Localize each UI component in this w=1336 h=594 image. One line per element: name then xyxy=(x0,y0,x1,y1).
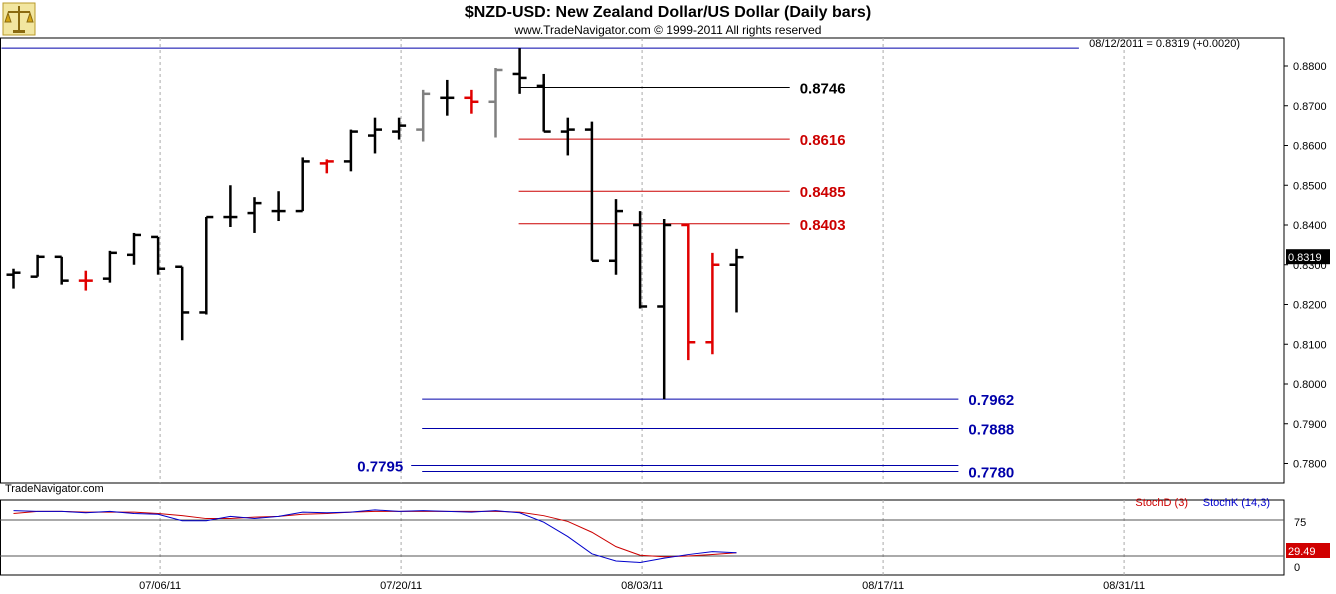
price-level-label: 0.8403 xyxy=(800,217,846,234)
grid xyxy=(0,37,1285,576)
ohlc-bar xyxy=(633,211,648,309)
stochastic-panel: StochD (3) StochK (14,3) 75 0 29.49 xyxy=(0,497,1330,574)
chart-subtitle: www.TradeNavigator.com © 1999-2011 All r… xyxy=(514,23,822,37)
ohlc-bar xyxy=(440,79,455,116)
y-tick-label: 0.8000 xyxy=(1293,379,1327,391)
chart-title: $NZD-USD: New Zealand Dollar/US Dollar (… xyxy=(465,4,871,21)
ohlc-bar xyxy=(584,121,599,263)
price-level-label: 0.7795 xyxy=(357,458,403,475)
ohlc-bar xyxy=(512,48,527,94)
y-tick-label: 0.8600 xyxy=(1293,141,1327,153)
last-price-label: 0.8319 xyxy=(1288,252,1322,264)
x-tick-label: 08/31/11 xyxy=(1103,580,1145,592)
stoch-legend-label: StochD (3) xyxy=(1135,497,1188,509)
stoch-legend-label: StochK (14,3) xyxy=(1203,497,1270,509)
ohlc-bar xyxy=(416,89,431,142)
price-level-label: 0.7962 xyxy=(968,392,1014,409)
price-level-label: 0.7780 xyxy=(968,464,1014,481)
ohlc-bar xyxy=(78,270,93,291)
ohlc-bar xyxy=(729,248,744,313)
watermark: TradeNavigator.com xyxy=(5,483,104,495)
quote-readout: 08/12/2011 = 0.8319 (+0.0020) xyxy=(1089,38,1240,50)
stoch-line xyxy=(13,510,737,558)
price-levels: 0.88450.87460.86160.84850.84030.79620.78… xyxy=(1,47,1079,481)
ohlc-bar xyxy=(536,73,551,133)
ohlc-bar xyxy=(464,89,479,114)
ohlc-bar xyxy=(368,117,382,154)
ohlc-bar xyxy=(271,191,286,222)
x-tick-label: 07/06/11 xyxy=(139,580,181,592)
ohlc-bar xyxy=(199,215,214,315)
price-level-label: 0.8746 xyxy=(800,80,846,97)
stoch-line xyxy=(13,509,737,563)
ohlc-bar xyxy=(30,254,45,278)
x-tick-label: 08/03/11 xyxy=(621,580,663,592)
ohlc-bar xyxy=(175,265,190,341)
y-tick-label: 0.7800 xyxy=(1293,459,1327,471)
ohlc-bar xyxy=(681,223,696,361)
ohlc-bar xyxy=(657,219,672,400)
x-tick-label: 08/17/11 xyxy=(862,580,904,592)
ohlc-bar xyxy=(127,232,141,265)
y-tick-label: 0.8200 xyxy=(1293,300,1327,312)
ohlc-bar xyxy=(102,250,117,283)
y-tick-label: 0.8800 xyxy=(1293,61,1327,73)
ohlc-bar xyxy=(319,159,334,174)
ohlc-bar xyxy=(223,185,238,227)
ohlc-bar xyxy=(560,117,575,156)
ohlc-bar xyxy=(151,235,166,275)
x-tick-label: 07/20/11 xyxy=(380,580,422,592)
y-tick-label: 0.8500 xyxy=(1293,180,1327,192)
ohlc-bar xyxy=(247,197,262,233)
ohlc-bar xyxy=(609,199,623,275)
stoch-y-tick-label: 0 xyxy=(1294,562,1300,574)
price-level-label: 0.7888 xyxy=(968,422,1014,439)
axes: 07/06/11 07/20/11 08/03/11 08/17/11 08/31/11… xyxy=(139,61,1330,592)
price-level-label: 0.8616 xyxy=(800,132,846,149)
ohlc-bar xyxy=(392,117,407,140)
ohlc-bar xyxy=(54,255,69,285)
ohlc-bar xyxy=(343,129,358,172)
ohlc-bars xyxy=(6,48,744,400)
ohlc-bar xyxy=(488,67,503,138)
ohlc-bar xyxy=(705,252,720,355)
last-price-tag xyxy=(1286,249,1330,265)
stoch-last-value-label: 29.49 xyxy=(1288,546,1316,558)
tradenavigator-logo-icon xyxy=(2,2,36,36)
y-tick-label: 0.7900 xyxy=(1293,419,1327,431)
stoch-last-value-tag xyxy=(1286,543,1330,558)
ohlc-bar xyxy=(295,157,310,213)
y-tick-label: 0.8700 xyxy=(1293,101,1327,113)
price-level-label: 0.8485 xyxy=(800,184,846,201)
stoch-y-tick-label: 75 xyxy=(1294,517,1306,529)
y-tick-label: 0.8100 xyxy=(1293,339,1327,351)
ohlc-bar xyxy=(6,268,21,289)
y-tick-label: 0.8400 xyxy=(1293,220,1327,232)
